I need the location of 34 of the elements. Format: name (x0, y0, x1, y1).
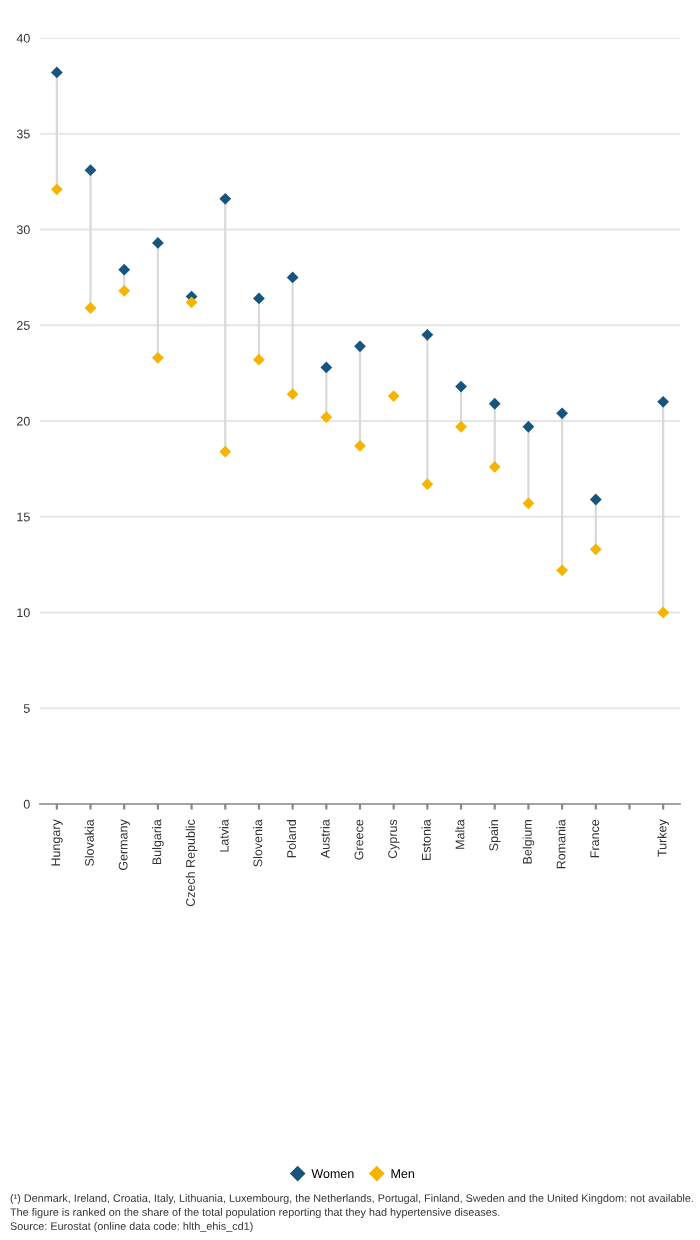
point (253, 353, 265, 366)
point (84, 164, 97, 177)
point (50, 183, 63, 196)
point (118, 284, 131, 297)
point (84, 302, 97, 314)
point (522, 420, 535, 433)
point (118, 263, 131, 276)
point (219, 192, 232, 205)
point (589, 543, 602, 556)
point (421, 478, 434, 491)
point (320, 361, 333, 374)
point (455, 420, 467, 433)
point (152, 237, 164, 249)
point (556, 564, 568, 577)
point (354, 340, 366, 353)
point (657, 606, 670, 619)
point (387, 390, 400, 402)
point (488, 397, 501, 410)
point (354, 440, 366, 452)
point (50, 66, 63, 79)
point (522, 497, 535, 510)
point (657, 395, 670, 408)
point (219, 445, 232, 458)
point (253, 292, 265, 305)
point (152, 351, 164, 364)
point (488, 461, 501, 473)
point (455, 380, 467, 393)
point (286, 388, 299, 401)
point (320, 411, 333, 424)
point (556, 407, 568, 420)
point (286, 271, 299, 284)
point (421, 328, 434, 341)
point (185, 296, 198, 309)
point (589, 493, 602, 506)
